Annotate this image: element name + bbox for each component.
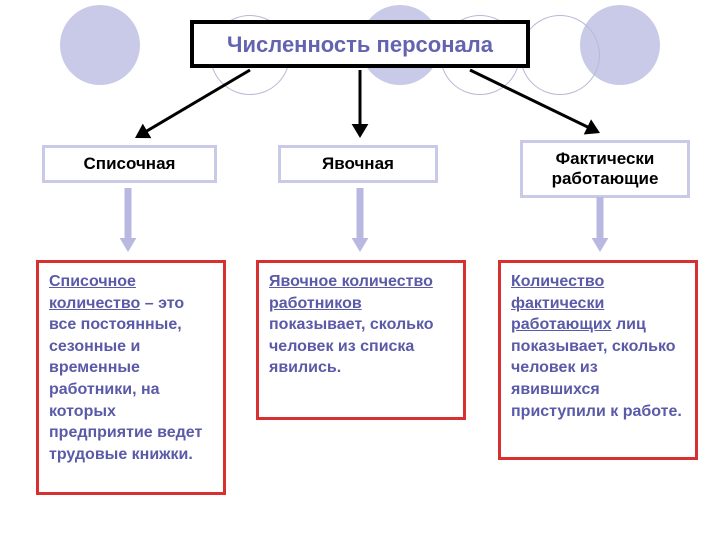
title-text: Численность персонала <box>227 32 493 57</box>
branch-box-b2: Явочная <box>278 145 438 183</box>
detail-box-d3: Количество фактически работающих лиц пок… <box>498 260 698 460</box>
branch-label: Явочная <box>322 154 394 173</box>
detail-rest: показывает, сколько человек из списка яв… <box>269 316 434 376</box>
detail-rest: – это все постоянные, сезонные и временн… <box>49 295 202 463</box>
branch-label: Списочная <box>84 154 176 173</box>
small-arrow <box>120 188 137 252</box>
bg-circle <box>60 5 140 85</box>
detail-box-d1: Списочное количество – это все постоянны… <box>36 260 226 495</box>
title-box: Численность персонала <box>190 20 530 68</box>
detail-underlined: Списочное количество <box>49 273 140 312</box>
detail-box-d2: Явочное количество работников показывает… <box>256 260 466 420</box>
detail-underlined: Явочное количество работников <box>269 273 433 312</box>
detail-underlined: Количество фактически работающих <box>511 273 612 333</box>
branch-box-b1: Списочная <box>42 145 217 183</box>
small-arrow <box>352 188 369 252</box>
big-arrow <box>352 70 369 138</box>
branch-box-b3: Фактически работающие <box>520 140 690 198</box>
small-arrow <box>592 197 609 252</box>
bg-circle-outline <box>520 15 600 95</box>
branch-label: Фактически работающие <box>552 149 659 188</box>
